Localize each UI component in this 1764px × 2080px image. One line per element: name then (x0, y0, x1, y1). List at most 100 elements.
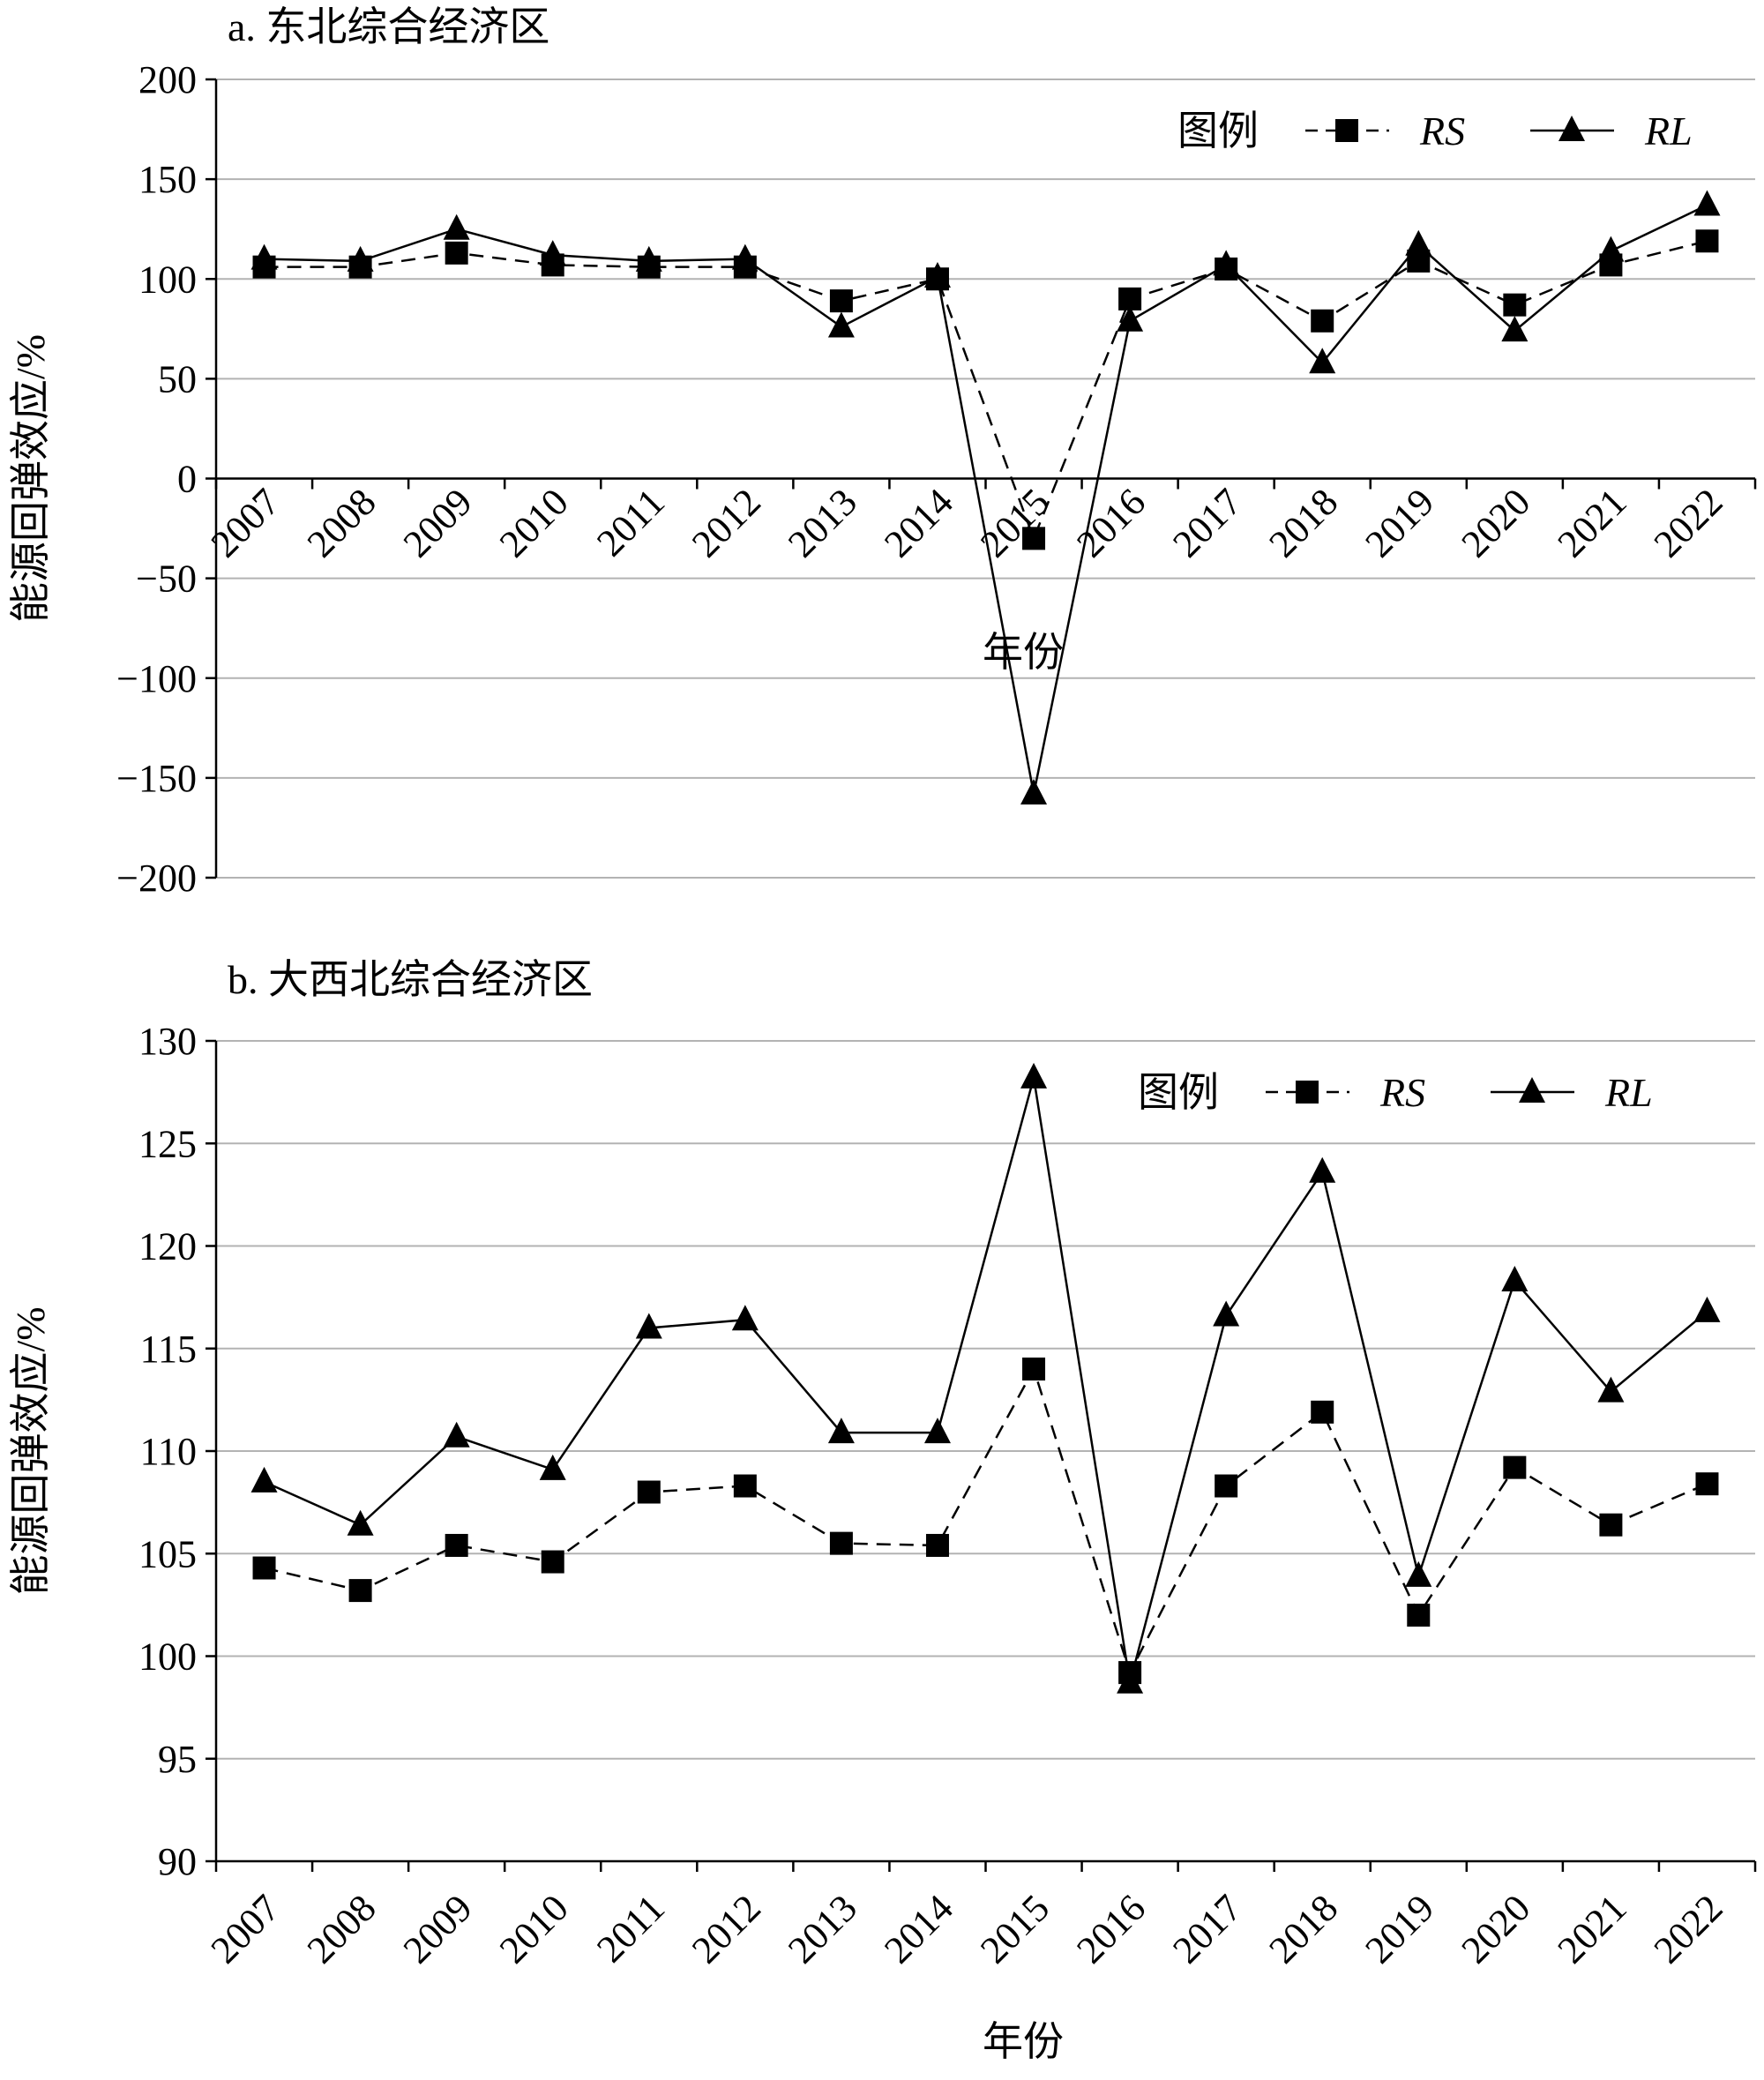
legend-label-rs: RS (1419, 108, 1465, 153)
data-point-rl (1117, 305, 1144, 332)
data-point-rl (1020, 1062, 1048, 1089)
y-axis-title: 能源回弹效应/% (8, 1306, 53, 1595)
data-point-rs (1022, 1358, 1046, 1380)
data-point-rl (731, 1305, 759, 1331)
y-tick-label: −200 (116, 857, 197, 900)
y-tick-label: −150 (116, 757, 197, 800)
x-tick-label: 2022 (1646, 1886, 1731, 1972)
legend-title: 图例 (1177, 108, 1259, 153)
data-point-rl (635, 245, 662, 272)
y-tick-label: 90 (158, 1840, 197, 1883)
data-point-rl (635, 1313, 662, 1339)
x-tick-label: 2011 (588, 480, 673, 565)
y-tick-label: 115 (140, 1328, 197, 1371)
data-point-rl (1501, 1266, 1529, 1292)
data-point-rl (1309, 348, 1336, 374)
data-point-rl (1405, 1560, 1432, 1587)
legend-marker-rs (1335, 119, 1358, 142)
y-tick-label: 95 (158, 1738, 197, 1781)
x-tick-label: 2015 (972, 480, 1058, 565)
x-tick-label: 2010 (491, 480, 577, 565)
x-tick-label: 2020 (1454, 480, 1539, 565)
x-tick-label: 2016 (1068, 480, 1154, 565)
data-point-rl (250, 1466, 278, 1493)
y-tick-label: 130 (138, 1020, 197, 1063)
data-point-rs (1695, 229, 1719, 253)
legend-marker-rl (1558, 116, 1585, 141)
series-line-rs (264, 240, 1708, 542)
data-point-rs (348, 1579, 372, 1603)
data-point-rs (1695, 1472, 1719, 1496)
data-point-rs (637, 1480, 661, 1504)
x-tick-label: 2014 (876, 480, 961, 565)
data-point-rs (445, 241, 468, 265)
x-tick-label: 2013 (780, 1886, 865, 1972)
y-tick-label: 125 (138, 1122, 197, 1165)
data-point-rl (1501, 316, 1529, 342)
x-tick-label: 2016 (1068, 1886, 1154, 1972)
data-point-rs (252, 1556, 276, 1580)
data-point-rl (347, 1509, 374, 1536)
data-point-rl (1309, 1156, 1336, 1183)
data-point-rl (827, 1418, 855, 1444)
y-tick-label: −100 (116, 657, 197, 700)
y-tick-label: 105 (138, 1532, 197, 1575)
x-tick-label: 2017 (1164, 1886, 1250, 1972)
x-tick-label: 2018 (1260, 1886, 1346, 1972)
x-tick-label: 2017 (1164, 480, 1250, 565)
legend: 图例 RS RL (1177, 108, 1693, 153)
legend-label-rs: RS (1379, 1070, 1425, 1115)
data-point-rs (829, 1531, 853, 1555)
data-point-rs (733, 1474, 757, 1498)
legend-title: 图例 (1138, 1070, 1219, 1115)
data-point-rl (347, 245, 374, 272)
x-tick-label: 2015 (972, 1886, 1058, 1972)
legend-marker-rs (1296, 1081, 1319, 1104)
data-point-rl (923, 261, 951, 288)
x-tick-label: 2010 (491, 1886, 577, 1972)
y-tick-label: −50 (136, 557, 197, 601)
data-point-rl (827, 311, 855, 338)
y-axis-title: 能源回弹效应/% (8, 334, 53, 623)
x-axis-title: 年份 (983, 630, 1064, 675)
data-point-rl (1597, 236, 1625, 262)
data-point-rl (1020, 778, 1048, 804)
data-point-rs (541, 1550, 564, 1574)
x-tick-label: 2009 (395, 480, 481, 565)
x-axis-title: 年份 (983, 2019, 1064, 2064)
data-point-rs (925, 1533, 949, 1557)
x-tick-label: 2021 (1550, 480, 1635, 565)
legend-label-rl: RL (1604, 1070, 1653, 1115)
y-tick-label: 100 (138, 1635, 197, 1679)
data-point-rs (1503, 293, 1527, 317)
data-point-rl (731, 243, 759, 270)
chart-title: a. 东北综合经济区 (228, 4, 549, 49)
x-tick-label: 2018 (1260, 480, 1346, 565)
data-point-rl (250, 243, 278, 270)
y-tick-label: 50 (158, 357, 197, 400)
series-line-rl (264, 204, 1708, 795)
data-point-rl (1405, 229, 1432, 256)
x-tick-label: 2011 (588, 1886, 673, 1971)
data-point-rl (443, 213, 470, 240)
data-point-rl (1597, 1376, 1625, 1403)
series-line-rl (264, 1077, 1708, 1684)
y-tick-label: 120 (138, 1225, 197, 1268)
x-tick-label: 2019 (1357, 480, 1442, 565)
data-point-rs (1599, 1513, 1623, 1537)
x-tick-label: 2021 (1550, 1886, 1635, 1972)
x-tick-label: 2022 (1646, 480, 1731, 565)
y-tick-label: 150 (138, 158, 197, 201)
data-point-rs (1311, 1400, 1334, 1424)
y-tick-label: 110 (140, 1430, 197, 1473)
data-point-rs (1022, 527, 1046, 550)
data-point-rs (829, 289, 853, 313)
legend-label-rl: RL (1644, 108, 1693, 153)
data-point-rs (1311, 309, 1334, 333)
series-line-rs (264, 1365, 1708, 1676)
data-point-rl (1213, 250, 1240, 276)
y-tick-label: 200 (138, 58, 197, 101)
x-tick-label: 2012 (684, 480, 769, 565)
